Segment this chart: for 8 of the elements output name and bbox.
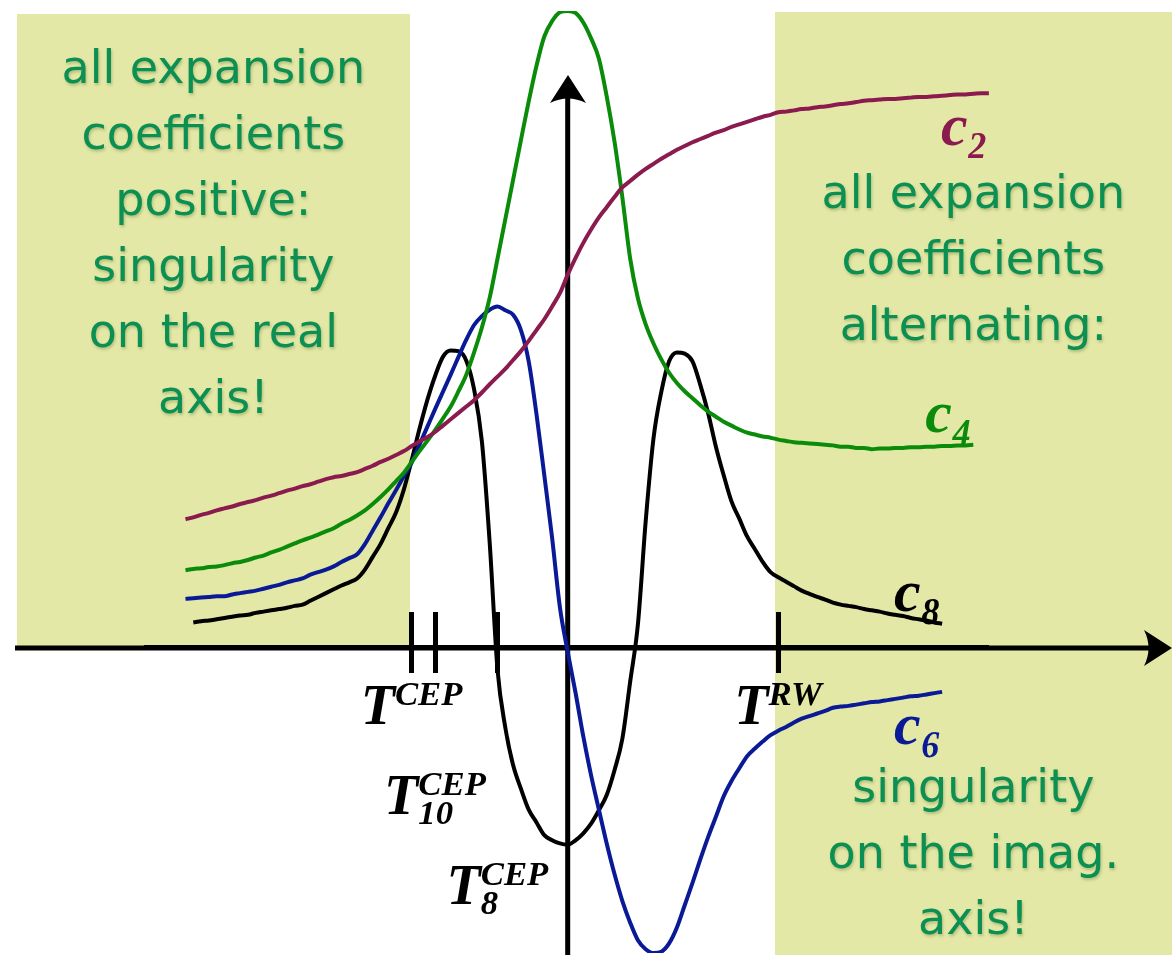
- annotation: singularity on the imag. axis!: [827, 759, 1120, 945]
- annotation: all expansion coefficients positive: singularity on the real axis!: [61, 39, 366, 426]
- annotation: all expansion coefficients alternating:: [821, 164, 1126, 354]
- series-label: c₂: [940, 92, 989, 159]
- x-tick-label: T$^{RW}$: [734, 673, 822, 736]
- x-tick-label: T$^{CEP}$: [360, 673, 463, 736]
- series-label: c₄: [925, 378, 973, 445]
- series-label: c₆: [894, 690, 942, 757]
